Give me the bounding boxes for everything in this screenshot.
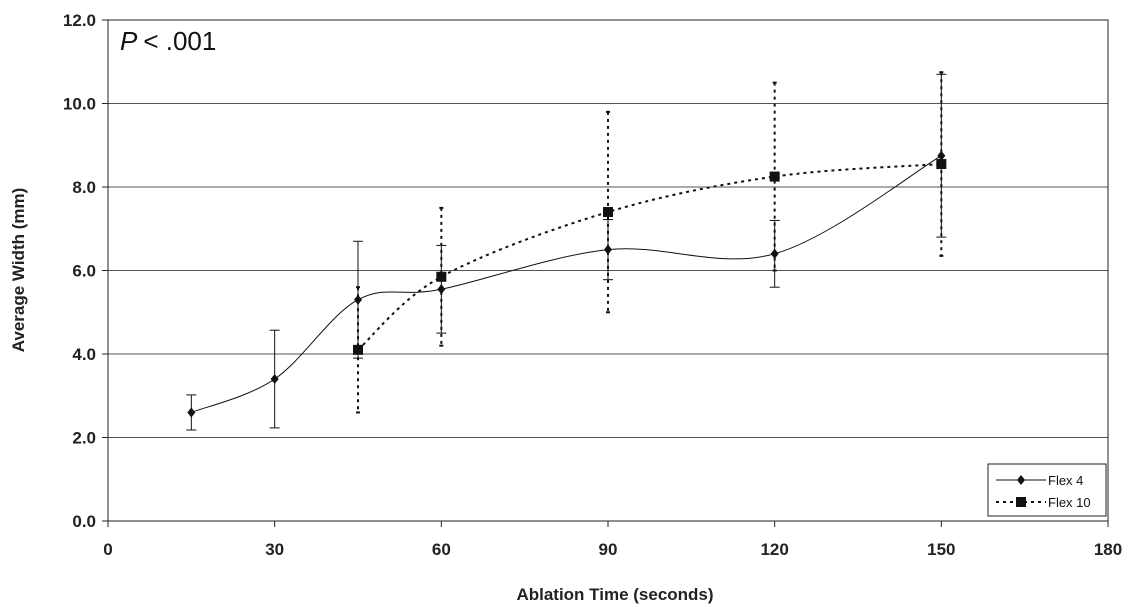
square-marker	[769, 171, 780, 182]
diamond-marker	[604, 244, 612, 255]
legend-square-marker	[1016, 497, 1026, 507]
series	[186, 71, 947, 431]
diamond-marker	[187, 407, 196, 418]
series-line	[357, 163, 942, 351]
x-tick-label: 150	[927, 540, 955, 559]
axes: 0.0 2.0 4.0 6.0 8.0 10.0 12.0 0 30 60 90 120 150 180	[63, 11, 1122, 559]
square-marker	[353, 344, 363, 355]
y-axis-title: Average Width (mm)	[9, 188, 28, 353]
y-tick-label: 8.0	[72, 178, 96, 197]
square-marker	[436, 271, 447, 282]
diamond-marker	[354, 294, 362, 305]
diamond-marker	[937, 150, 946, 161]
legend: Flex 4 Flex 10	[987, 463, 1107, 517]
series-flex-10	[353, 71, 947, 414]
x-tick-label: 0	[103, 540, 112, 559]
x-tick-label: 180	[1094, 540, 1122, 559]
y-tick-label: 0.0	[72, 512, 96, 531]
square-marker	[936, 159, 947, 170]
p-value-annotation: P < .001	[120, 26, 216, 56]
y-tick-label: 10.0	[63, 95, 96, 114]
legend-label: Flex 10	[1048, 495, 1091, 510]
diamond-marker	[437, 284, 446, 295]
square-marker	[603, 207, 613, 218]
legend-label: Flex 4	[1048, 473, 1083, 488]
x-tick-label: 30	[265, 540, 284, 559]
p-value-italic: P	[120, 26, 138, 56]
x-axis-title: Ablation Time (seconds)	[516, 585, 713, 604]
legend-box	[987, 463, 1107, 517]
x-tick-label: 120	[760, 540, 788, 559]
series-line	[191, 155, 942, 413]
y-tick-label: 12.0	[63, 11, 96, 30]
series-flex-4	[186, 73, 947, 431]
x-tick-label: 90	[599, 540, 618, 559]
p-value-text: < .001	[143, 26, 216, 56]
y-tick-label: 6.0	[72, 262, 96, 281]
legend-diamond-marker	[1017, 475, 1025, 485]
diamond-marker	[770, 248, 779, 259]
y-tick-label: 4.0	[72, 345, 96, 364]
x-tick-label: 60	[432, 540, 451, 559]
y-tick-label: 2.0	[72, 429, 96, 448]
diamond-marker	[270, 374, 279, 385]
